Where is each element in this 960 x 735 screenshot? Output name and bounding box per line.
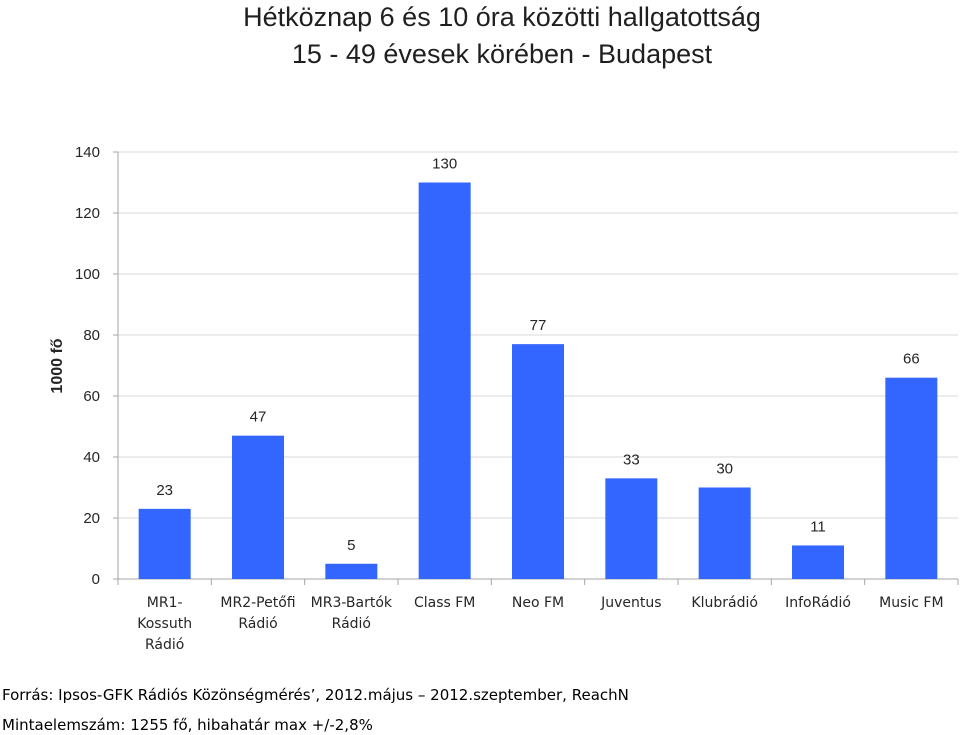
data-label: 5 — [347, 537, 355, 554]
x-tick-label-line: MR2-Petőfi — [220, 595, 295, 611]
y-tick-label: 0 — [92, 571, 100, 588]
x-tick-label-line: Neo FM — [512, 595, 564, 611]
x-tick-label: Juventus — [600, 595, 661, 611]
sample-footnote: Mintaelemszám: 1255 fő, hibahatár max +/… — [2, 716, 373, 734]
bar — [512, 344, 564, 579]
x-tick-label: Music FM — [879, 595, 943, 611]
x-tick-label-line: MR1- — [147, 595, 183, 611]
x-tick-label-line: Class FM — [414, 595, 475, 611]
data-label: 11 — [810, 518, 826, 535]
x-tick-label-line: InfoRádió — [785, 595, 851, 611]
bar — [138, 508, 191, 579]
data-label: 47 — [250, 409, 267, 426]
x-tick-label: Neo FM — [512, 595, 564, 611]
x-tick-label: MR3-Bartók Rádió — [311, 595, 393, 632]
x-tick-label-line: Kossuth — [137, 616, 192, 632]
bar — [418, 182, 471, 579]
x-tick-label-line: Rádió — [145, 637, 184, 653]
x-tick-label: Klubrádió — [691, 595, 758, 611]
x-tick-label: Class FM — [414, 595, 475, 611]
x-tick-label-line: Rádió — [238, 616, 277, 632]
x-tick-label: MR1- Kossuth Rádió — [137, 595, 192, 653]
data-label: 30 — [716, 461, 733, 478]
bar — [232, 435, 284, 579]
y-tick-label: 140 — [75, 144, 100, 161]
data-label: 130 — [432, 156, 457, 173]
y-tick-label: 100 — [75, 266, 100, 283]
data-label: 23 — [156, 482, 173, 499]
y-tick-label: 80 — [83, 327, 100, 344]
x-tick-label-line: Rádió — [332, 616, 371, 632]
y-tick-label: 20 — [83, 510, 100, 527]
chart-title-line-1: Hétköznap 6 és 10 óra közötti hallgatott… — [243, 2, 761, 32]
bar — [325, 563, 378, 579]
x-tick-label-line: Juventus — [600, 595, 661, 611]
data-label: 77 — [530, 317, 547, 334]
x-tick-label-line: Music FM — [879, 595, 943, 611]
bar — [885, 377, 938, 579]
x-tick-label-line: MR3-Bartók — [311, 595, 393, 611]
x-tick-label: MR2-Petőfi Rádió — [220, 595, 295, 632]
bar — [792, 545, 844, 579]
data-label: 66 — [903, 351, 920, 368]
data-label: 33 — [623, 451, 640, 468]
x-tick-label-line: Klubrádió — [691, 595, 758, 611]
bar — [605, 478, 658, 579]
y-tick-label: 120 — [75, 205, 100, 222]
y-tick-label: 60 — [83, 388, 100, 405]
bar — [698, 487, 751, 579]
chart-title-line-2: 15 - 49 évesek körében - Budapest — [291, 39, 713, 69]
x-tick-label: InfoRádió — [785, 595, 851, 611]
source-footnote: Forrás: Ipsos-GFK Rádiós Közönségmérés’,… — [2, 686, 629, 704]
y-tick-label: 40 — [83, 449, 100, 466]
y-axis-label: 1000 fő — [49, 338, 66, 393]
